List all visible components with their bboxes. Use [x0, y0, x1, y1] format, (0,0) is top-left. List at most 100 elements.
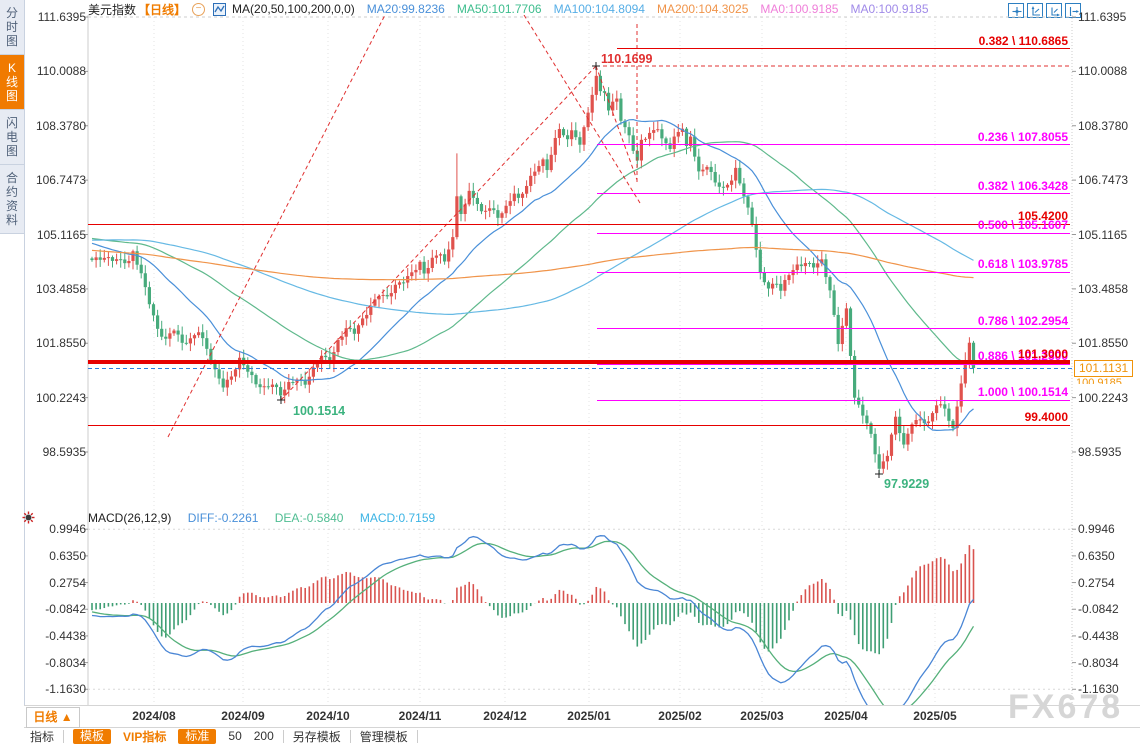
- macd-axis-label-left: 0.6350: [49, 548, 86, 563]
- toolbar-item-7[interactable]: 管理模板: [359, 729, 408, 744]
- period-label: 【日线】: [138, 2, 187, 17]
- macd-macd-value: MACD:0.7159: [359, 511, 436, 525]
- ma-value-5: MA0:100.9185: [850, 2, 929, 16]
- level-label-5: 0.618 \ 103.9785: [977, 257, 1068, 272]
- price-annotation-2: 97.9229: [884, 477, 930, 491]
- collapse-icon[interactable]: −: [192, 2, 206, 16]
- macd-axis-label-right: 0.2754: [1078, 575, 1115, 590]
- secondary-price-label: 100.9185: [1076, 377, 1122, 384]
- y-scale-icon[interactable]: [1027, 3, 1043, 18]
- level-label-8: 101.3000: [1017, 346, 1068, 361]
- price-axis-label-right: 106.7473: [1078, 173, 1129, 188]
- level-line-6: [597, 328, 1070, 330]
- macd-axis-label-left: -0.4438: [45, 628, 86, 643]
- chart-header: 美元指数 【日线】 − MA(20,50,100,200,0,0) MA20:9…: [88, 1, 941, 17]
- indicator-icon[interactable]: [213, 2, 227, 16]
- ma-values: MA20:99.8236 MA50:101.7706 MA100:104.8094 M…: [367, 2, 941, 16]
- sidebar-tab-0[interactable]: 分时图: [0, 0, 24, 55]
- macd-settings-icon[interactable]: [22, 511, 35, 524]
- macd-axis-label-right: 0.9946: [1078, 522, 1115, 537]
- level-label-3: 105.4200: [1017, 209, 1068, 224]
- price-axis-label-left: 106.7473: [35, 173, 86, 188]
- macd-header: MACD(26,12,9) DIFF:-0.2261 DEA:-0.5840 M…: [88, 511, 448, 525]
- price-axis-label-left: 100.2243: [35, 390, 86, 405]
- level-line-10: [88, 424, 1070, 426]
- xaxis-top-border: [24, 705, 1140, 706]
- level-line-3: [88, 223, 1070, 225]
- toolbar-top-border: [24, 727, 1140, 728]
- price-axis-label-left: 98.5935: [42, 445, 86, 459]
- level-line-8: [88, 359, 1070, 364]
- current-price-box: 101.1131: [1074, 360, 1134, 377]
- level-label-4: 0.500 \ 105.1607: [977, 218, 1068, 232]
- macd-diff-value: DIFF:-0.2261: [187, 511, 259, 525]
- level-line-1: [597, 144, 1070, 146]
- pan-right-icon[interactable]: [1065, 3, 1081, 18]
- price-axis-label-left: 108.3780: [35, 118, 86, 133]
- price-axis-label-left: 103.4858: [35, 281, 86, 296]
- macd-dea-value: DEA:-0.5840: [274, 511, 344, 525]
- month-label-2: 2024/10: [306, 709, 350, 723]
- level-label-6: 0.786 \ 102.2954: [977, 313, 1068, 328]
- month-label-5: 2025/01: [567, 709, 611, 723]
- toolbar-separator: [416, 729, 418, 743]
- toolbar-item-6[interactable]: 另存模板: [292, 729, 341, 744]
- crosshair-tool-icon[interactable]: [1008, 3, 1024, 18]
- toolbar-item-4[interactable]: 50: [228, 729, 242, 743]
- level-line-2: [597, 193, 1070, 195]
- chart-corner-tools: [1008, 3, 1081, 18]
- macd-axis-label-right: -0.0842: [1078, 602, 1119, 617]
- toolbar-separator: [282, 729, 284, 743]
- macd-axis-label-left: 0.9946: [49, 522, 86, 537]
- price-axis-label-right: 105.1165: [1078, 227, 1128, 242]
- price-axis-label-right: 111.6395: [1078, 10, 1127, 24]
- ma-value-0: MA20:99.8236: [366, 2, 445, 16]
- level-line-5: [597, 271, 1070, 273]
- level-label-0: 0.382 \ 110.6865: [978, 33, 1068, 48]
- price-axis-label-right: 108.3780: [1078, 118, 1129, 133]
- price-axis-label-right: 98.5935: [1078, 445, 1122, 459]
- level-line-7: [597, 363, 1070, 365]
- price-axis-label-left: 105.1165: [36, 227, 86, 242]
- month-label-9: 2025/05: [913, 709, 957, 723]
- toolbar-item-2[interactable]: VIP指标: [123, 729, 167, 744]
- ma-value-4: MA0:100.9185: [760, 2, 839, 16]
- price-annotation-1: 100.1514: [293, 404, 346, 418]
- toolbar-item-1[interactable]: 模板: [73, 728, 112, 744]
- price-axis-label-right: 101.8550: [1078, 336, 1129, 351]
- month-label-6: 2025/02: [658, 709, 702, 723]
- sidebar-tab-3[interactable]: 合约资料: [0, 165, 24, 234]
- level-label-9: 1.000 \ 100.1514: [977, 385, 1068, 400]
- price-axis-label-left: 101.8550: [35, 336, 86, 351]
- level-line-0: [617, 48, 1070, 50]
- level-label-10: 99.4000: [1024, 410, 1068, 425]
- month-label-4: 2024/12: [483, 709, 527, 723]
- month-label-8: 2025/04: [824, 709, 868, 723]
- ma-value-3: MA200:104.3025: [656, 2, 749, 16]
- price-axis-label-right: 110.0088: [1078, 64, 1128, 79]
- macd-title: MACD(26,12,9): [88, 511, 172, 525]
- toolbar-item-0[interactable]: 指标: [30, 729, 55, 744]
- toolbar-item-3[interactable]: 标准: [178, 728, 217, 744]
- macd-axis-label-left: -0.0842: [45, 602, 86, 617]
- price-axis-label-right: 103.4858: [1078, 281, 1129, 296]
- bottom-toolbar: 指标 模板 VIP指标 标准 50 200 另存模板 管理模板: [24, 728, 1140, 744]
- sidebar-tab-2[interactable]: 闪电图: [0, 110, 24, 165]
- level-label-1: 0.236 \ 107.8055: [977, 129, 1068, 144]
- ma-value-2: MA100:104.8094: [553, 2, 645, 16]
- macd-axis-label-right: 0.6350: [1078, 548, 1115, 563]
- instrument-name: 美元指数: [88, 2, 137, 17]
- watermark: FX678: [1008, 688, 1124, 726]
- macd-axis-label-right: -1.1630: [1078, 682, 1119, 697]
- price-annotation-0: 110.1699: [601, 52, 653, 66]
- toolbar-item-5[interactable]: 200: [253, 729, 274, 743]
- price-axis-label-left: 110.0088: [36, 64, 86, 79]
- level-label-2: 0.382 \ 106.3428: [977, 178, 1068, 193]
- period-selector-button[interactable]: 日线 ▲: [26, 707, 80, 728]
- ma-value-1: MA50:101.7706: [456, 2, 542, 16]
- month-label-3: 2024/11: [398, 709, 442, 723]
- time-axis: 日线 ▲ 2024/08 2024/09 2024/10 2024/11 2024/12…: [24, 706, 1140, 728]
